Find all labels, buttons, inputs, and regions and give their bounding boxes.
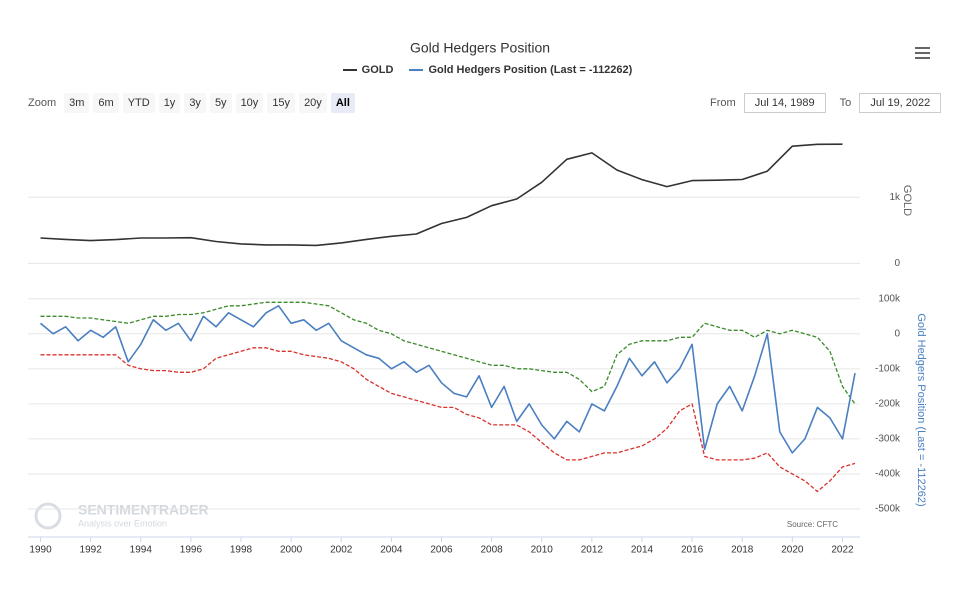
x-tick-label: 2020 bbox=[781, 545, 804, 556]
x-tick-label: 2006 bbox=[430, 545, 453, 556]
zoom-button[interactable]: 10y bbox=[235, 93, 264, 113]
zoom-button[interactable]: 3y bbox=[184, 93, 206, 113]
data-line bbox=[40, 347, 856, 493]
legend-item[interactable]: Gold Hedgers Position (Last = -112262) bbox=[409, 64, 632, 76]
to-input[interactable]: Jul 19, 2022 bbox=[859, 93, 942, 113]
y-axis-label: GOLD bbox=[901, 185, 913, 216]
watermark-brand: SENTIMENTRADER bbox=[78, 502, 209, 518]
data-line bbox=[39, 305, 856, 454]
data-line bbox=[40, 143, 843, 247]
from-label: From bbox=[710, 97, 736, 109]
date-range: From Jul 14, 1989 To Jul 19, 2022 bbox=[710, 93, 942, 113]
x-tick-label: 1992 bbox=[80, 545, 103, 556]
y-tick-label: 1k bbox=[889, 192, 901, 203]
legend-label: Gold Hedgers Position (Last = -112262) bbox=[428, 64, 633, 76]
from-input[interactable]: Jul 14, 1989 bbox=[743, 93, 826, 113]
legend-label: GOLD bbox=[361, 64, 394, 76]
x-tick-label: 2016 bbox=[681, 545, 704, 556]
y-tick-label: -100k bbox=[875, 363, 901, 374]
zoom-button[interactable]: YTD bbox=[122, 93, 155, 113]
x-tick-label: 2002 bbox=[330, 545, 353, 556]
y-tick-label: 0 bbox=[894, 258, 900, 269]
x-tick-label: 2012 bbox=[581, 545, 604, 556]
y-tick-label: -200k bbox=[875, 399, 901, 410]
zoom-button[interactable]: 6m bbox=[93, 93, 119, 113]
zoom-button[interactable]: 1y bbox=[158, 93, 181, 113]
legend-swatch bbox=[409, 69, 424, 71]
y-axis-label: Gold Hedgers Position (Last = -112262) bbox=[915, 313, 927, 506]
chart-title: Gold Hedgers Position bbox=[410, 40, 550, 56]
to-label: To bbox=[839, 97, 852, 109]
x-tick-label: 2010 bbox=[531, 545, 554, 556]
zoom-label: Zoom bbox=[28, 97, 57, 109]
x-tick-label: 2018 bbox=[731, 545, 754, 556]
zoom-button[interactable]: All bbox=[330, 93, 355, 113]
x-tick-label: 1998 bbox=[230, 545, 253, 556]
y-tick-label: -400k bbox=[875, 469, 901, 480]
source-note: Source: CFTC bbox=[787, 520, 838, 529]
x-tick-label: 1990 bbox=[29, 545, 52, 556]
x-tick-label: 2008 bbox=[480, 545, 503, 556]
y-tick-label: 0 bbox=[894, 328, 900, 339]
y-tick-label: 100k bbox=[878, 293, 901, 304]
zoom-button[interactable]: 5y bbox=[209, 93, 232, 113]
watermark-logo bbox=[34, 502, 62, 530]
x-tick-label: 2004 bbox=[380, 545, 403, 556]
y-tick-label: -500k bbox=[875, 504, 901, 515]
x-tick-label: 2022 bbox=[831, 545, 854, 556]
zoom-button[interactable]: 15y bbox=[267, 93, 296, 113]
x-tick-label: 2000 bbox=[280, 545, 303, 556]
zoom-button[interactable]: 3m bbox=[64, 93, 90, 113]
legend-swatch bbox=[342, 69, 357, 71]
data-line bbox=[40, 301, 856, 405]
zoom-controls: Zoom 3m 6m YTD 1y 3y 5y 10y 15y 20y All bbox=[28, 93, 355, 113]
x-tick-label: 2014 bbox=[631, 545, 654, 556]
x-tick-label: 1996 bbox=[180, 545, 203, 556]
legend-item[interactable]: GOLD bbox=[342, 64, 394, 76]
y-tick-label: -300k bbox=[875, 434, 901, 445]
legend: GOLD Gold Hedgers Position (Last = -11226… bbox=[0, 64, 975, 76]
watermark-tagline: Analysis over Emotion bbox=[78, 518, 167, 528]
menu-button[interactable] bbox=[915, 47, 930, 62]
x-tick-label: 1994 bbox=[130, 545, 153, 556]
zoom-button[interactable]: 20y bbox=[299, 93, 327, 113]
